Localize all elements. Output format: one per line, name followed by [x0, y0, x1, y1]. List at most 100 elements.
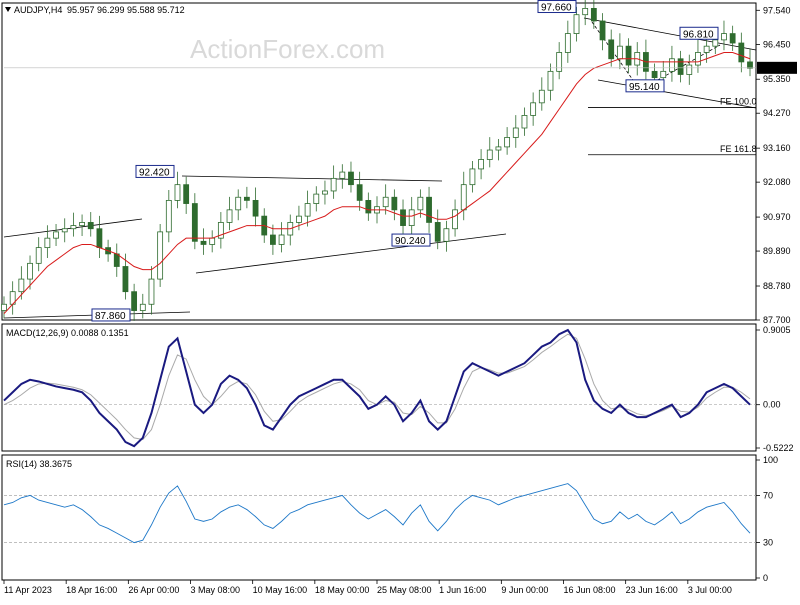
time-tick-label: 10 May 16:00: [253, 585, 308, 595]
rsi-line: [3, 483, 751, 544]
callout-box: [537, 0, 577, 14]
candle-body: [313, 193, 320, 204]
candle-body: [547, 70, 554, 91]
trendline-triangle-bottom[interactable]: [195, 233, 507, 274]
trendline-channel-bottom[interactable]: [597, 79, 757, 109]
candle-body: [417, 196, 424, 211]
candle-body: [495, 146, 502, 151]
candle-body: [122, 266, 129, 293]
price-tick-label: 87.700: [763, 315, 791, 325]
macd-axis: 0.9005 0.00 -0.5222: [756, 325, 794, 453]
macd-panel-frame: [1, 323, 757, 452]
trendline-triangle-top[interactable]: [181, 175, 443, 182]
candle-body: [70, 225, 77, 230]
candle-body: [339, 171, 346, 179]
candle-body: [590, 8, 597, 22]
candle-body: [165, 199, 172, 233]
price-axis: 97.540 96.450 95.350 94.270 93.160 92.080 90.9…: [4, 5, 797, 325]
candle-body: [87, 222, 94, 230]
candle-body: [217, 222, 224, 239]
candle-body: [148, 278, 155, 305]
candle-body: [356, 184, 363, 201]
callout-label: 97.660: [541, 3, 572, 14]
candle-body: [200, 240, 207, 245]
price-tick-label: 96.450: [763, 40, 791, 50]
callout-box: [91, 308, 131, 322]
candle-body: [61, 228, 68, 233]
candle-body: [157, 231, 164, 280]
candle-body: [400, 209, 406, 226]
candle-body: [131, 291, 138, 311]
candle-body: [365, 199, 372, 214]
callout-box: [679, 26, 719, 40]
rsi-tick-label: 0: [763, 573, 768, 583]
macd-line: [3, 328, 751, 448]
macd-tick-label: -0.5222: [763, 443, 794, 453]
candle-body: [18, 278, 25, 293]
candle-body: [616, 45, 623, 60]
price-tick-label: 92.080: [763, 177, 791, 187]
candle-body: [660, 70, 667, 79]
candle-body: [226, 209, 233, 223]
candle-body: [322, 190, 328, 195]
price-title: AUDJPY,H4: [14, 5, 62, 15]
candle-body: [27, 262, 33, 280]
candle-body: [478, 159, 484, 170]
candle-body: [469, 168, 476, 186]
time-tick-label: 18 May 00:00: [315, 585, 370, 595]
candle-body: [139, 303, 146, 311]
candle-body: [460, 184, 467, 211]
time-tick-label: 18 Apr 16:00: [66, 585, 117, 595]
trendline-channel-top[interactable]: [583, 17, 757, 51]
candle-body: [669, 58, 675, 72]
callout-label: 95.140: [629, 82, 660, 93]
callout-box: [391, 233, 431, 247]
rsi-series: [3, 483, 756, 544]
time-axis: 11 Apr 2023 18 Apr 16:00 26 Apr 00:00 3 May…: [3, 580, 732, 595]
price-tick-label: 95.350: [763, 74, 791, 84]
candle-body: [79, 222, 85, 226]
candle-body: [530, 102, 537, 116]
candle-body: [677, 58, 684, 75]
candle-body: [608, 39, 615, 60]
candle-body: [582, 8, 589, 16]
time-tick-label: 3 Jul 00:00: [688, 585, 732, 595]
callout-label: 87.860: [95, 311, 126, 322]
candle-body: [426, 196, 432, 223]
time-tick-label: 9 Jun 00:00: [501, 585, 548, 595]
fib-label: FE 161.8: [720, 144, 757, 154]
fib-levels: FE 100.0 FE 161.8: [588, 97, 757, 156]
callout-box: [135, 164, 175, 178]
candle-body: [556, 52, 563, 72]
candle-body: [408, 209, 415, 226]
candle-body: [747, 61, 753, 69]
candle-body: [243, 196, 250, 201]
rsi-axis: 100 70 30 0: [756, 455, 778, 583]
candle-body: [174, 184, 181, 201]
candle-body: [434, 222, 441, 242]
time-tick-label: 3 May 08:00: [191, 585, 241, 595]
candle-body: [729, 33, 736, 44]
candle-body: [651, 70, 658, 79]
fib-label: FE 100.0: [720, 97, 757, 107]
candle-body: [564, 33, 571, 53]
moving-average: [3, 51, 751, 315]
rsi-tick-label: 100: [763, 455, 778, 465]
candle-body: [625, 45, 632, 66]
candle-body: [538, 89, 545, 104]
price-tick-label: 88.780: [763, 281, 791, 291]
ohlc-readout: 95.957 96.299 95.588 95.712: [67, 5, 185, 15]
candle-body: [44, 237, 51, 249]
collapse-arrow-icon[interactable]: [5, 7, 11, 12]
candle-body: [1, 303, 7, 311]
candle-body: [573, 14, 580, 34]
dashed-projection[interactable]: [591, 21, 641, 91]
macd-tick-label: 0.00: [763, 400, 781, 410]
candle-body: [712, 39, 719, 47]
price-tick-label: 89.890: [763, 246, 791, 256]
candle-body: [35, 247, 42, 264]
price-tick-label: 93.160: [763, 143, 791, 153]
candle-body: [191, 203, 198, 242]
